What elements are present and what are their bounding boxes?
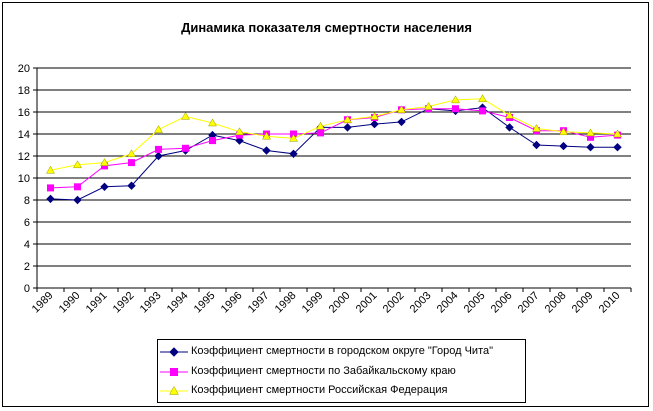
data-point [127,181,136,190]
x-tick-label: 2005 [462,290,488,316]
data-point [209,137,216,145]
data-point [316,121,325,130]
x-tick-label: 2004 [435,290,461,316]
data-point [128,159,135,167]
x-tick-label: 1996 [219,290,245,316]
legend-swatch-krai [160,368,188,376]
x-tick-label: 1999 [300,290,326,316]
x-tick-label: 1992 [111,290,137,316]
data-point [478,94,487,103]
legend-label-chita: Коэффициент смертности в городском округ… [191,345,494,357]
data-point [424,101,433,110]
data-point [100,182,109,192]
data-point [74,183,81,191]
data-point [289,149,298,159]
y-tick-label: 16 [18,107,30,119]
y-tick-label: 6 [24,217,30,229]
data-point [262,146,271,155]
x-tick-label: 2002 [381,290,407,316]
data-point [317,129,324,137]
legend-item-krai: Коэффициент смертности по Забайкальскому… [158,363,527,381]
data-point [73,160,82,169]
legend-item-rf: Коэффициент смертности Российская Федера… [158,382,527,400]
data-point [235,136,244,145]
y-tick-label: 2 [24,261,30,273]
data-point [586,128,595,137]
data-point [370,119,379,129]
data-point [370,111,379,120]
x-tick-label: 1991 [84,290,110,316]
legend-swatch-rf [160,385,188,395]
y-tick-label: 20 [18,63,30,75]
x-tick-label: 2003 [408,290,434,316]
data-point [559,127,568,136]
x-tick-label: 1995 [192,290,218,316]
x-tick-label: 2006 [489,290,515,316]
x-tick-label: 2007 [516,290,542,316]
data-point [208,118,217,127]
legend-label-krai: Коэффициент смертности по Забайкальскому… [191,365,456,377]
y-tick-label: 12 [18,151,30,163]
x-tick-label: 2009 [570,290,596,316]
data-point [289,133,298,142]
chart-legend: Коэффициент смертности в городском округ… [157,339,526,403]
data-point [46,165,55,174]
data-point [452,105,459,113]
legend-item-chita: Коэффициент смертности в городском округ… [158,343,527,361]
data-point [154,125,163,133]
legend-swatch-chita [160,347,188,357]
data-point [505,110,514,119]
x-tick-label: 2008 [543,290,569,316]
x-tick-label: 2001 [354,290,380,316]
data-point [613,142,622,152]
data-point [451,95,460,104]
data-point [479,107,486,115]
x-tick-label: 1990 [57,290,83,316]
legend-label-rf: Коэффициент смертности Российская Федера… [191,384,448,396]
data-point [182,144,189,152]
x-tick-label: 1998 [273,290,299,316]
data-point [532,140,541,150]
y-tick-label: 14 [18,129,30,141]
series-line-2 [50,98,618,171]
x-tick-label: 1993 [138,290,164,316]
data-point [505,123,514,132]
y-tick-label: 8 [24,195,30,207]
data-point [47,184,54,192]
y-tick-label: 18 [18,85,30,97]
data-point [343,123,352,132]
y-tick-label: 0 [24,283,30,295]
data-point [559,141,568,151]
data-point [155,145,162,153]
data-point [46,194,55,204]
data-point [613,129,622,138]
data-point [100,158,109,166]
y-tick-label: 4 [24,239,30,251]
chart-title: Динамика показателя смертности населения [181,20,472,35]
x-tick-label: 2010 [597,290,623,316]
y-tick-label: 10 [18,173,30,185]
series-line-1 [50,108,618,189]
data-point [127,149,136,158]
data-point [397,105,406,114]
data-point [532,123,541,132]
data-point [397,117,406,127]
data-point [235,127,244,136]
data-point [343,115,352,123]
series-line-0 [50,107,618,201]
x-tick-label: 1994 [165,290,191,316]
data-point [154,151,163,161]
data-point [262,131,271,140]
data-point [586,142,595,152]
x-tick-label: 1997 [246,290,272,316]
x-tick-label: 2000 [327,290,353,316]
data-point [73,195,82,205]
x-tick-label: 1989 [30,290,56,316]
data-point [181,111,190,120]
